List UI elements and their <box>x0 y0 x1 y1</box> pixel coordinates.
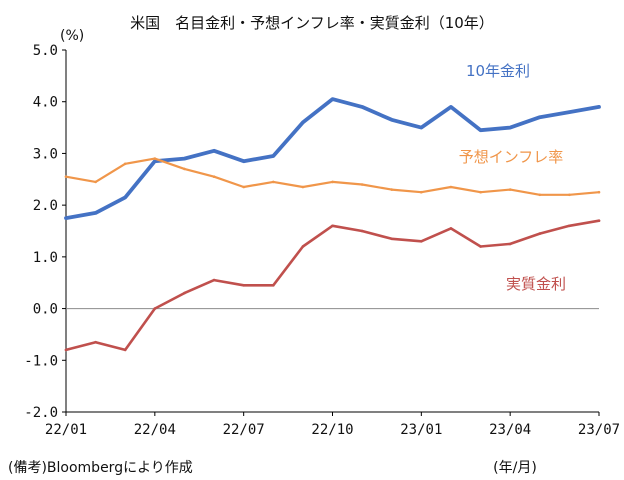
data-point <box>64 348 68 352</box>
data-point <box>597 105 601 109</box>
data-point <box>272 154 275 158</box>
data-point <box>301 245 305 248</box>
x-tick-label: 23/07 <box>578 422 620 438</box>
x-tick-label: 22/01 <box>45 422 87 438</box>
data-point <box>420 126 423 129</box>
data-point <box>420 190 423 194</box>
data-point <box>242 284 245 287</box>
data-point <box>420 240 423 243</box>
y-tick-label: 5.0 <box>33 43 58 59</box>
data-point <box>183 291 186 295</box>
data-point <box>508 188 512 191</box>
data-point <box>123 196 127 199</box>
data-point <box>301 185 305 189</box>
x-tick-label: 23/01 <box>400 422 442 438</box>
x-unit-label: (年/月) <box>493 460 537 476</box>
data-point <box>212 175 216 178</box>
series-label: 10年金利 <box>466 62 530 80</box>
data-point <box>272 284 275 287</box>
x-tick-label: 22/10 <box>311 422 353 438</box>
data-point <box>272 180 275 184</box>
y-unit-label: (%) <box>60 28 84 44</box>
data-point <box>94 180 97 184</box>
data-point <box>360 229 364 233</box>
series-label: 予想インフレ率 <box>459 148 564 166</box>
data-point <box>390 118 394 122</box>
data-point <box>479 245 482 248</box>
x-tick-label: 22/04 <box>134 422 176 438</box>
data-point <box>331 97 334 101</box>
data-point <box>597 219 601 222</box>
data-point <box>94 340 97 344</box>
data-point <box>123 348 127 352</box>
source-note: (備考)Bloombergにより作成 <box>8 460 193 476</box>
data-point <box>508 242 512 246</box>
y-tick-label: 3.0 <box>33 146 58 162</box>
data-point <box>331 180 334 184</box>
data-point <box>64 175 68 178</box>
data-point <box>242 185 245 189</box>
data-point <box>597 190 601 194</box>
data-point <box>479 128 482 132</box>
y-tick-label: 2.0 <box>33 198 58 214</box>
y-tick-label: 0.0 <box>33 302 58 318</box>
y-tick-label: -2.0 <box>24 405 58 421</box>
data-point <box>153 307 157 310</box>
data-point <box>183 157 186 160</box>
data-point <box>479 190 482 194</box>
x-tick-label: 22/07 <box>223 422 265 438</box>
series-group <box>64 97 601 352</box>
data-point <box>301 121 305 124</box>
data-point <box>64 216 68 220</box>
data-point <box>331 224 334 228</box>
data-point <box>242 159 245 163</box>
data-point <box>538 193 542 197</box>
data-point <box>153 157 157 160</box>
y-tick-label: 4.0 <box>33 95 58 111</box>
y-tick-label: -1.0 <box>24 353 58 369</box>
data-point <box>212 278 216 282</box>
data-point <box>123 162 127 166</box>
data-point <box>538 115 542 119</box>
data-point <box>508 126 512 129</box>
data-point <box>568 110 571 114</box>
chart-title: 米国 名目金利・予想インフレ率・実質金利（10年） <box>130 14 494 32</box>
data-point <box>360 105 364 109</box>
data-point <box>183 167 186 171</box>
data-point <box>390 237 394 241</box>
y-tick-label: 1.0 <box>33 250 58 266</box>
data-point <box>449 227 453 230</box>
data-point <box>449 105 453 109</box>
data-point <box>449 185 453 189</box>
data-point <box>212 149 216 153</box>
data-point <box>94 211 97 215</box>
data-point <box>360 183 364 186</box>
series-label: 実質金利 <box>506 275 566 293</box>
data-point <box>390 188 394 191</box>
x-tick-label: 23/04 <box>489 422 531 438</box>
data-point <box>538 232 542 235</box>
data-point <box>153 159 157 163</box>
data-point <box>568 224 571 228</box>
data-point <box>568 193 571 197</box>
